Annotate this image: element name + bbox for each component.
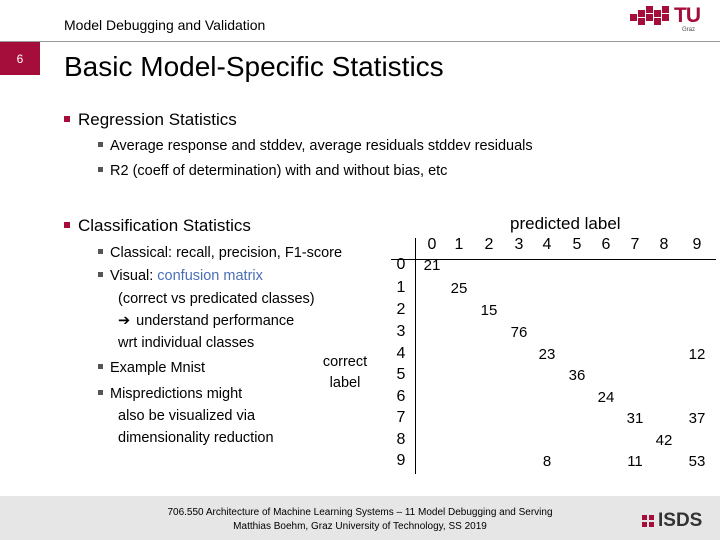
matrix-column-header: 4 xyxy=(542,236,552,253)
bullet-icon xyxy=(98,271,103,277)
logo-text: TU xyxy=(674,4,701,27)
matrix-row-header: 4 xyxy=(396,345,406,362)
footer-bar xyxy=(0,496,720,540)
header-divider xyxy=(0,41,720,42)
bullet-icon xyxy=(98,363,103,369)
matrix-row-header: 2 xyxy=(396,301,406,318)
matrix-column-header: 5 xyxy=(572,236,582,253)
arrow-right-icon: ➔ xyxy=(118,313,131,329)
regression-heading: Regression Statistics xyxy=(64,110,237,130)
logo-subtext: Graz xyxy=(682,27,696,33)
matrix-cell: 12 xyxy=(688,346,706,363)
matrix-cell: 8 xyxy=(542,453,552,470)
matrix-row-header: 7 xyxy=(396,409,406,426)
bullet-icon xyxy=(98,166,103,172)
matrix-cell: 15 xyxy=(480,302,498,319)
section-title: Model Debugging and Validation xyxy=(64,17,266,33)
matrix-cell: 25 xyxy=(450,280,468,297)
classification-item-1: Classical: recall, precision, F1-score xyxy=(98,245,342,261)
matrix-vertical-divider xyxy=(415,238,416,474)
correct-label-axis-title: correct label xyxy=(322,354,368,391)
matrix-row-header: 8 xyxy=(396,431,406,448)
regression-item-2: R2 (coeff of determination) with and wit… xyxy=(98,163,447,179)
classification-item-2-line4: wrt individual classes xyxy=(118,335,255,351)
matrix-column-header: 7 xyxy=(630,236,640,253)
isds-logo-mark xyxy=(642,515,654,527)
matrix-row-header: 1 xyxy=(396,279,406,296)
matrix-column-header: 2 xyxy=(484,236,494,253)
footer-text: 706.550 Architecture of Machine Learning… xyxy=(167,507,553,532)
classification-item-4-line2: also be visualized via xyxy=(118,408,256,424)
matrix-row-header: 0 xyxy=(396,256,406,273)
matrix-cell: 24 xyxy=(597,389,615,406)
bullet-icon xyxy=(64,221,70,228)
classification-item-2-line3: ➔ understand performance xyxy=(118,313,295,329)
predicted-label-axis-title: predicted label xyxy=(510,214,621,233)
matrix-row-header: 9 xyxy=(396,452,406,469)
matrix-cell: 36 xyxy=(568,367,586,384)
matrix-row-header: 6 xyxy=(396,388,406,405)
matrix-cell: 53 xyxy=(688,453,706,470)
slide-title: Basic Model-Specific Statistics xyxy=(64,51,444,82)
matrix-cell: 42 xyxy=(655,432,673,449)
slide-number: 6 xyxy=(0,42,40,75)
confusion-matrix-term: confusion matrix xyxy=(157,268,263,284)
matrix-column-header: 3 xyxy=(514,236,524,253)
tu-graz-logo: TU Graz xyxy=(630,4,706,36)
matrix-column-header: 1 xyxy=(454,236,464,253)
matrix-cell: 23 xyxy=(538,346,556,363)
classification-item-2: Visual: confusion matrix xyxy=(98,268,263,284)
matrix-column-header: 8 xyxy=(659,236,669,253)
isds-logo: ISDS xyxy=(642,510,702,532)
matrix-column-header: 6 xyxy=(601,236,611,253)
regression-item-1: Average response and stddev, average res… xyxy=(98,138,533,154)
matrix-cell: 37 xyxy=(688,410,706,427)
bullet-icon xyxy=(98,141,103,147)
matrix-cell: 76 xyxy=(510,324,528,341)
classification-item-4-line3: dimensionality reduction xyxy=(118,430,274,446)
matrix-cell: 31 xyxy=(626,410,644,427)
classification-item-2-line2: (correct vs predicated classes) xyxy=(118,291,315,307)
matrix-column-header: 0 xyxy=(427,236,437,253)
classification-heading: Classification Statistics xyxy=(64,216,251,236)
matrix-horizontal-divider xyxy=(391,259,716,260)
matrix-cell: 21 xyxy=(423,257,441,274)
classification-item-3: Example Mnist xyxy=(98,360,205,376)
matrix-row-header: 3 xyxy=(396,323,406,340)
classification-item-4: Mispredictions might xyxy=(98,386,242,402)
bullet-icon xyxy=(98,389,103,395)
bullet-icon xyxy=(64,115,70,122)
matrix-cell: 11 xyxy=(627,453,643,470)
bullet-icon xyxy=(98,248,103,254)
matrix-row-header: 5 xyxy=(396,366,406,383)
matrix-column-header: 9 xyxy=(692,236,702,253)
